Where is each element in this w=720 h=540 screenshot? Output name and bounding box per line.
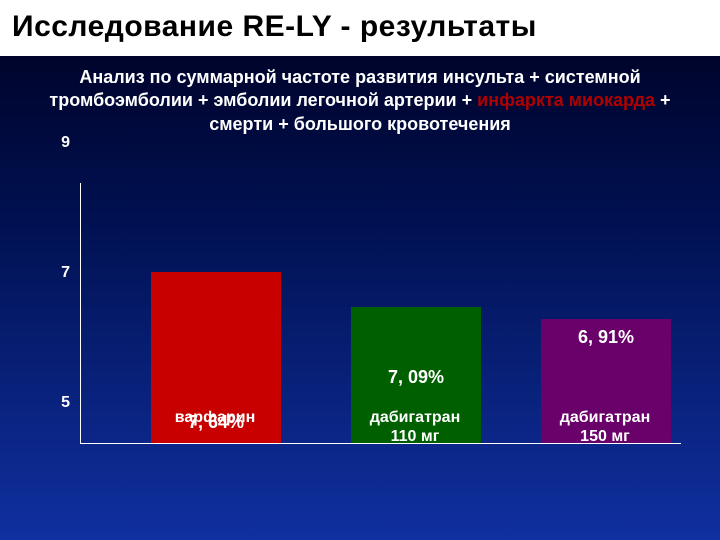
subtitle-highlight: инфаркта миокарда [477, 90, 655, 110]
value-label-2: 6, 91% [536, 327, 676, 348]
category-label-1: дабигатран110 мг [340, 409, 490, 446]
category-label-2: дабигатран150 мг [530, 409, 680, 446]
slide-title: Исследование RE-LY - результаты [0, 0, 720, 56]
plot-area: 7, 64% 7, 09% 6, 91% [80, 183, 681, 444]
y-tick-7: 7 [40, 264, 70, 282]
category-label-0: варфарин [140, 409, 290, 427]
value-label-1: 7, 09% [346, 367, 486, 388]
y-tick-9: 9 [40, 134, 70, 152]
bar-chart: 9 7 5 7, 64% 7, 09% 6, 91% варфарин даби… [40, 144, 680, 494]
slide-subtitle: Анализ по суммарной частоте развития инс… [0, 56, 720, 144]
y-tick-5: 5 [40, 394, 70, 412]
